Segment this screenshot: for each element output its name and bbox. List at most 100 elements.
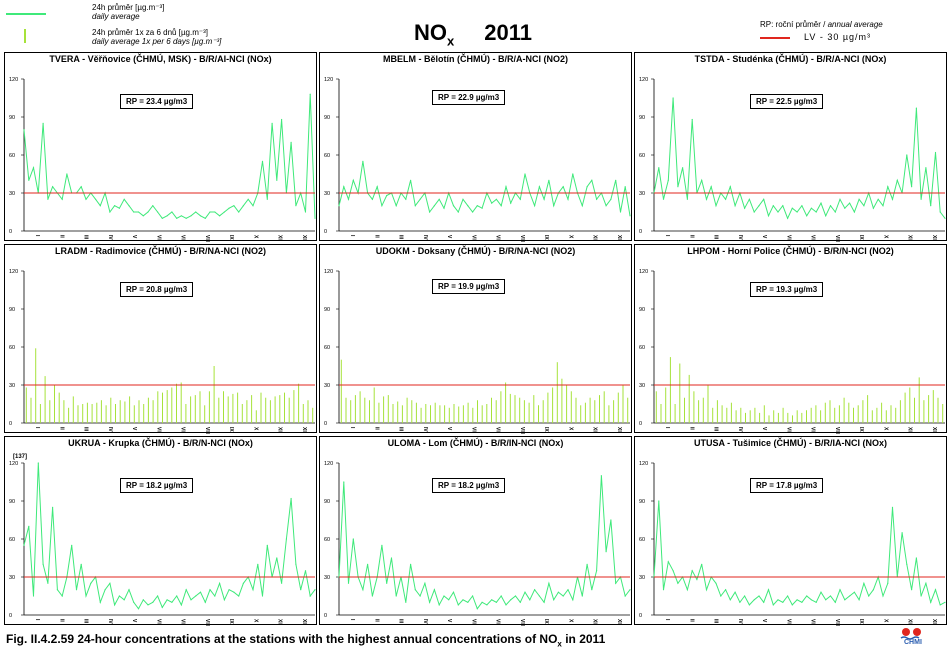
data-point bbox=[133, 211, 135, 213]
data-point bbox=[390, 557, 393, 559]
month-label: VI bbox=[155, 235, 161, 240]
month-label: XII bbox=[931, 427, 937, 434]
data-point bbox=[438, 198, 440, 200]
data-point bbox=[28, 525, 30, 527]
chart-panel: UTUSA - Tušimice (ČHMÚ) - B/R/IA-NCI (NO… bbox=[634, 436, 947, 626]
data-point bbox=[261, 160, 264, 162]
data-point bbox=[23, 544, 25, 546]
month-label: IV bbox=[737, 619, 743, 624]
month-label: V bbox=[131, 619, 137, 623]
data-point bbox=[920, 198, 922, 200]
y-tick-label: 120 bbox=[639, 461, 648, 467]
data-point bbox=[452, 591, 455, 593]
data-point bbox=[777, 599, 779, 601]
data-point bbox=[925, 582, 927, 584]
y-tick-label: 30 bbox=[324, 383, 330, 389]
data-point bbox=[849, 595, 851, 597]
chart-panel: UKRUA - Krupka (ČHMÚ) - B/R/N-NCI (NOx) 0… bbox=[4, 436, 317, 626]
data-point bbox=[300, 589, 302, 591]
data-point bbox=[443, 595, 445, 597]
data-point bbox=[142, 599, 144, 601]
chart-panel: UDOKM - Doksany (ČHMÚ) - B/R/NA-NCI (NO2… bbox=[319, 244, 632, 434]
annual-average-box: RP = 19.3 µg/m3 bbox=[750, 282, 824, 297]
data-point bbox=[820, 202, 822, 204]
month-label: VIII bbox=[834, 235, 840, 242]
annual-average-box: RP = 19.9 µg/m3 bbox=[432, 279, 506, 294]
data-point bbox=[519, 601, 521, 603]
month-label: VII bbox=[180, 619, 186, 626]
annual-average-box: RP = 18.2 µg/m3 bbox=[432, 478, 506, 493]
data-point bbox=[352, 538, 354, 540]
chart-annotation: [137] bbox=[13, 454, 27, 460]
data-point bbox=[548, 179, 550, 181]
page-title: NOx 2011 bbox=[414, 20, 532, 48]
chart-panel: ULOMA - Lom (ČHMÚ) - B/R/IN-NCI (NOx) 0 30… bbox=[319, 436, 632, 626]
data-point bbox=[715, 582, 717, 584]
data-point bbox=[586, 186, 588, 188]
data-point bbox=[405, 198, 407, 200]
data-point bbox=[858, 198, 860, 200]
month-label: XI bbox=[277, 619, 283, 624]
y-tick-label: 90 bbox=[324, 307, 330, 313]
data-point bbox=[166, 215, 168, 217]
data-point bbox=[495, 601, 497, 603]
month-label: VIII bbox=[834, 427, 840, 434]
month-label: II bbox=[373, 619, 379, 622]
data-point bbox=[619, 211, 622, 213]
data-point bbox=[281, 118, 283, 121]
data-point bbox=[586, 563, 588, 565]
daily-series-line bbox=[338, 161, 631, 216]
month-label: XI bbox=[907, 235, 913, 240]
y-tick-label: 120 bbox=[9, 77, 18, 83]
data-point bbox=[419, 198, 421, 200]
data-point bbox=[939, 604, 941, 606]
data-point bbox=[281, 582, 283, 584]
chart-title: ULOMA - Lom (ČHMÚ) - B/R/IN-NCI (NOx) bbox=[387, 438, 564, 448]
y-tick-label: 60 bbox=[9, 537, 15, 543]
data-point bbox=[810, 207, 812, 209]
data-point bbox=[257, 563, 259, 565]
y-tick-label: 60 bbox=[324, 153, 330, 159]
data-point bbox=[944, 217, 946, 219]
month-label: V bbox=[761, 619, 767, 623]
data-point bbox=[157, 595, 159, 597]
data-point bbox=[109, 211, 111, 213]
data-point bbox=[705, 198, 708, 200]
month-label: XI bbox=[277, 427, 283, 432]
data-point bbox=[791, 604, 793, 606]
data-point bbox=[109, 582, 111, 584]
data-point bbox=[791, 207, 793, 209]
annual-average-box: RP = 22.5 µg/m3 bbox=[750, 94, 824, 109]
month-label: V bbox=[446, 427, 452, 431]
daily-series-line bbox=[338, 475, 631, 610]
data-point bbox=[157, 211, 159, 213]
month-label: X bbox=[252, 619, 258, 623]
y-tick-label: 0 bbox=[639, 613, 642, 619]
month-label: XII bbox=[616, 619, 622, 626]
data-point bbox=[553, 599, 555, 601]
daily-series-line bbox=[23, 94, 316, 219]
data-point bbox=[553, 205, 555, 207]
y-tick-label: 60 bbox=[9, 345, 15, 351]
data-point bbox=[214, 211, 216, 213]
title-pollutant: NO bbox=[414, 20, 447, 45]
y-tick-label: 30 bbox=[639, 191, 645, 197]
month-label: III bbox=[398, 427, 404, 432]
data-point bbox=[185, 217, 187, 219]
data-point bbox=[137, 608, 140, 610]
data-point bbox=[557, 591, 559, 593]
month-label: X bbox=[567, 427, 573, 431]
data-point bbox=[729, 599, 731, 601]
data-point bbox=[605, 551, 607, 553]
y-tick-label: 0 bbox=[9, 229, 12, 235]
data-point bbox=[376, 186, 378, 188]
chart-panel: TVERA - Věřňovice (ČHMÚ, MSK) - B/R/AI-N… bbox=[4, 52, 317, 242]
y-tick-label: 0 bbox=[324, 421, 327, 427]
month-label: X bbox=[252, 427, 258, 431]
month-label: II bbox=[688, 235, 694, 238]
month-label: XII bbox=[931, 619, 937, 626]
data-point bbox=[285, 538, 287, 540]
data-point bbox=[462, 599, 464, 601]
data-point bbox=[495, 198, 497, 200]
